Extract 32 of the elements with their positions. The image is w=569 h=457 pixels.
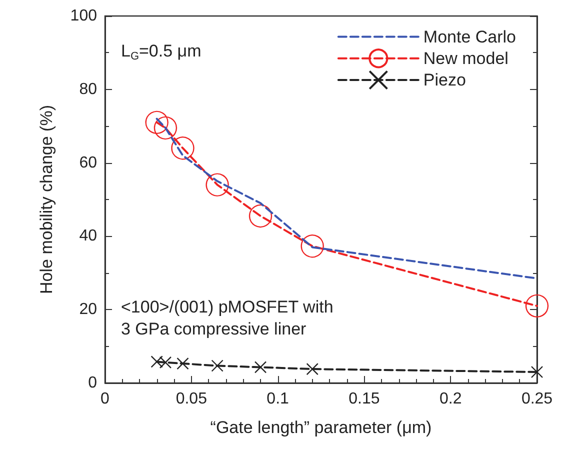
x-tick-label: 0.15 — [348, 390, 380, 408]
point — [145, 110, 168, 134]
x-tick-label: 0.2 — [439, 390, 462, 408]
legend-label: Monte Carlo — [423, 27, 516, 46]
point — [525, 294, 549, 318]
y-tick-label: 80 — [79, 80, 98, 98]
x-tick-label: 0.25 — [521, 390, 553, 408]
point — [154, 116, 178, 140]
x-tick-label: 0 — [100, 390, 110, 408]
point — [206, 173, 229, 196]
annotation: <100>/(001) pMOSFET with 3 GPa compressive liner — [121, 298, 334, 338]
x-axis-title: “Gate length” parameter (μm) — [210, 418, 432, 437]
point — [300, 234, 324, 258]
y-tick-label: 0 — [88, 374, 98, 392]
legend-label: New model — [423, 48, 508, 68]
legend-label: Piezo — [423, 70, 466, 90]
point — [159, 356, 172, 369]
x-tick-label: 0.1 — [266, 390, 290, 408]
point — [150, 356, 163, 368]
point — [254, 361, 267, 374]
point — [306, 362, 318, 376]
y-axis-title: Hole mobility change (%) — [37, 105, 56, 294]
x-tick-label: 0.05 — [176, 390, 208, 408]
point — [530, 366, 544, 378]
point — [211, 360, 224, 372]
y-tick-label: 100 — [70, 8, 98, 24]
y-tick-label: 60 — [79, 154, 98, 172]
point — [171, 136, 194, 160]
y-tick-label: 20 — [79, 301, 98, 318]
y-tick-label: 40 — [79, 228, 98, 245]
point — [248, 204, 272, 228]
point — [176, 357, 189, 370]
